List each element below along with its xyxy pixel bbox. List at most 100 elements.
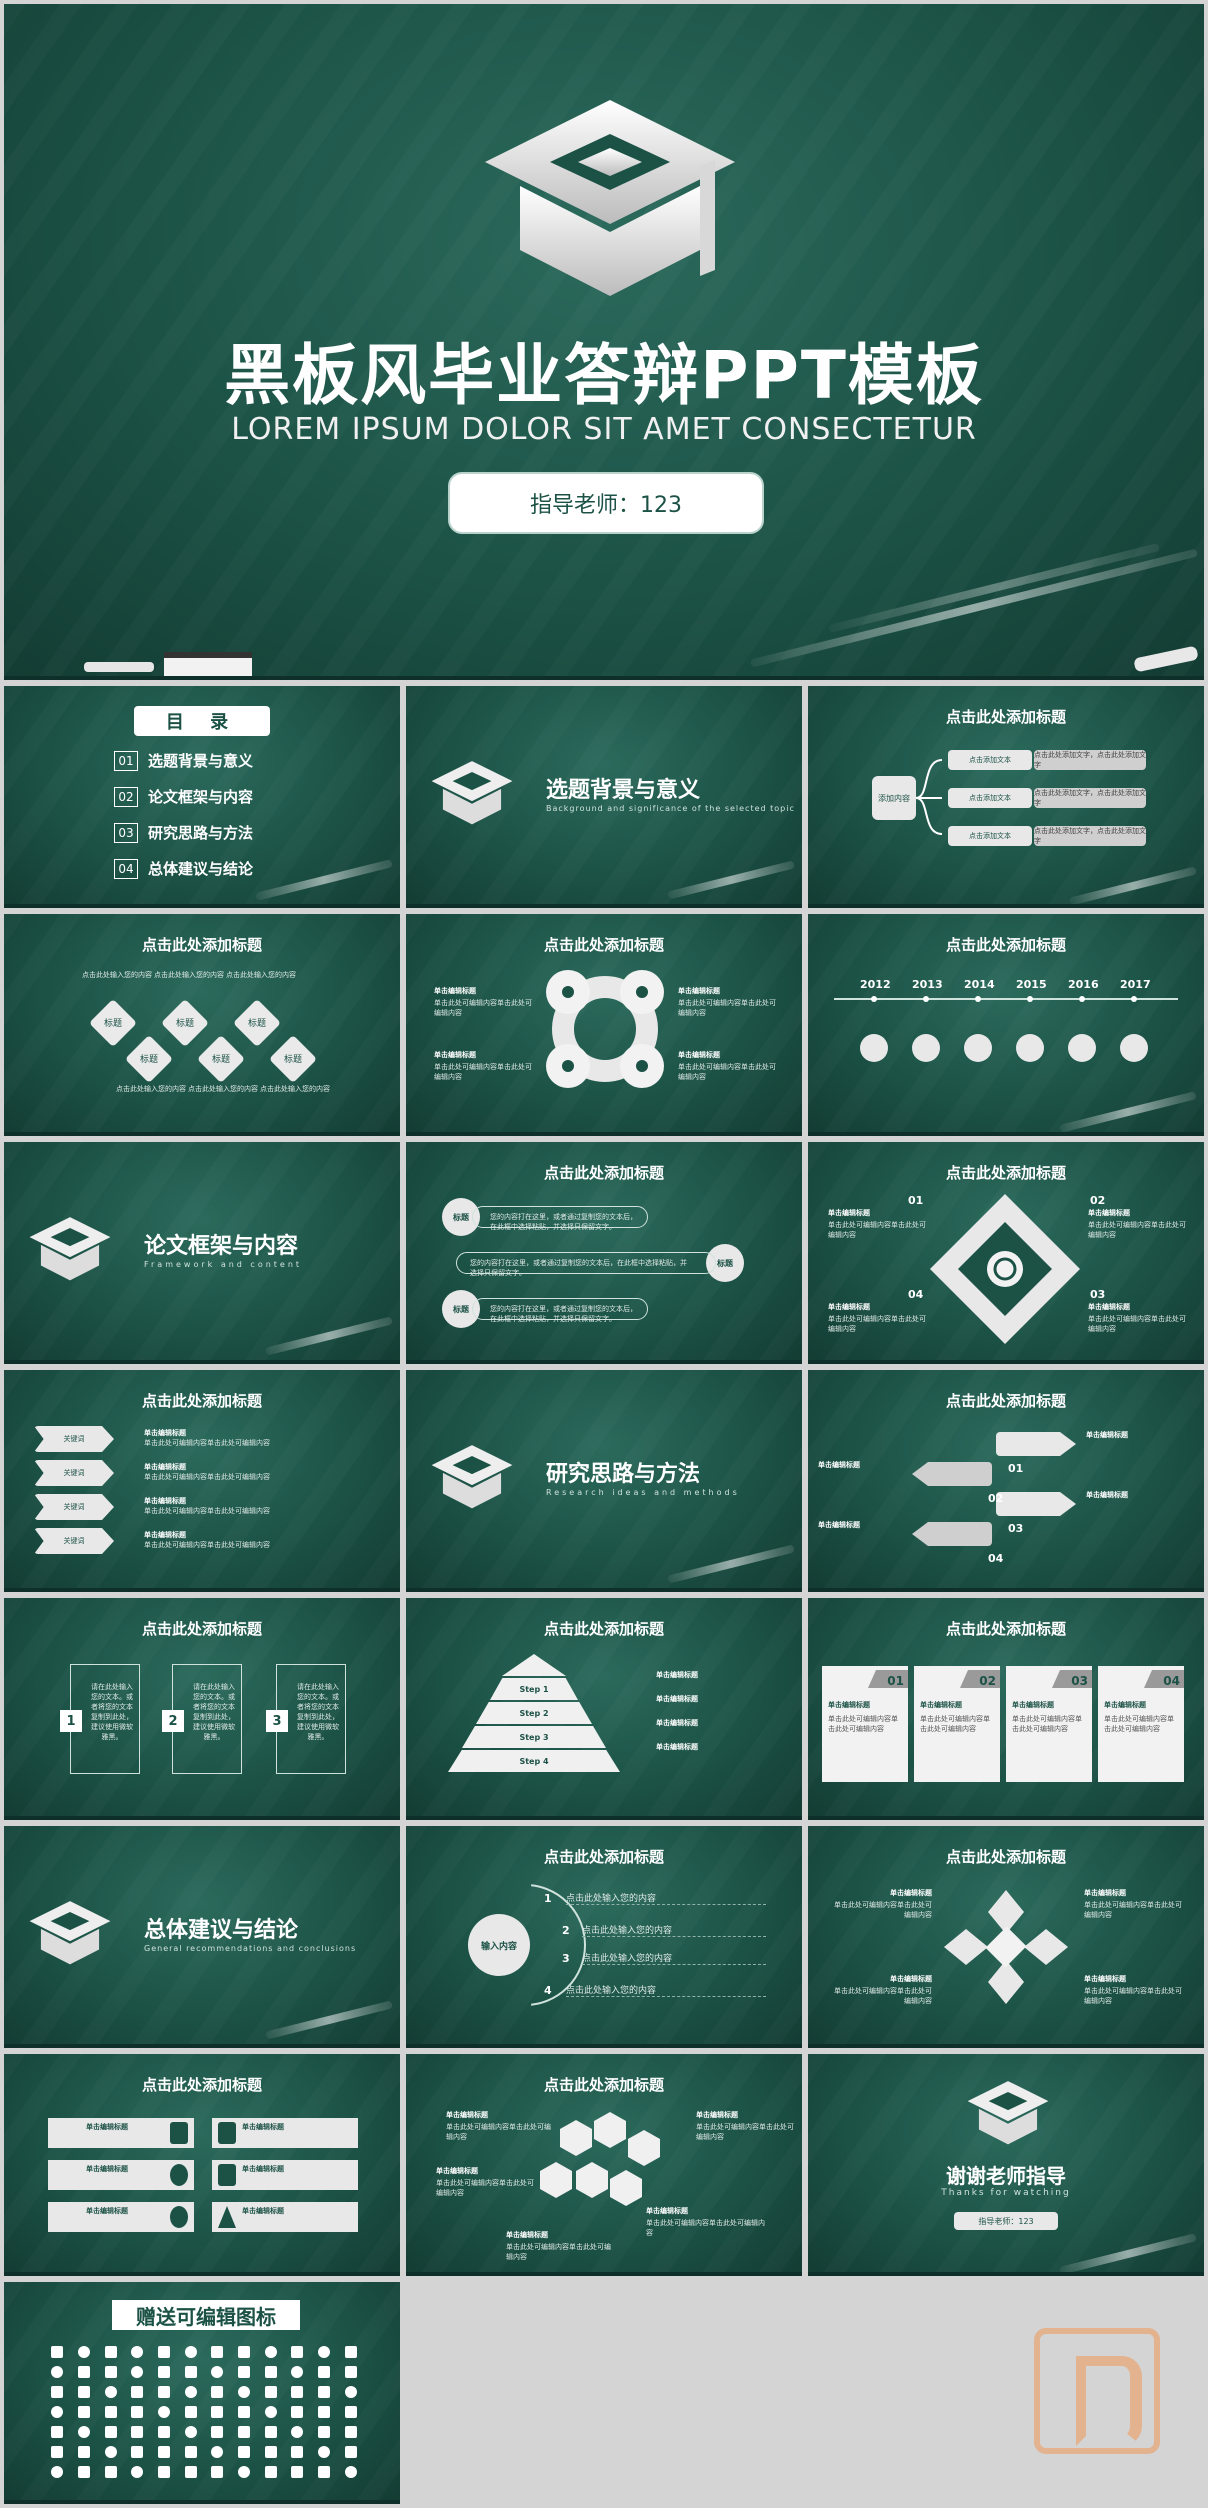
chalk-stroke bbox=[666, 1544, 796, 1584]
slide-title: 点击此处添加标题 bbox=[141, 2076, 262, 2094]
item-label: 点击添加文本 bbox=[948, 788, 1032, 808]
board-ledge bbox=[808, 1132, 1204, 1136]
chalk-stroke bbox=[255, 859, 393, 901]
board-ledge bbox=[4, 1816, 400, 1820]
title-slide[interactable]: 黑板风毕业答辩PPT模板 LOREM IPSUM DOLOR SIT AMET … bbox=[4, 4, 1204, 680]
ring-diagram bbox=[546, 970, 664, 1088]
graduation-cap-icon bbox=[29, 1217, 111, 1281]
slide-icon-gift[interactable]: 赠送可编辑图标 bbox=[4, 2282, 400, 2504]
toc-item[interactable]: 03 研究思路与方法 bbox=[114, 822, 253, 843]
slide-title: 点击此处添加标题 bbox=[141, 936, 262, 954]
chalk-stroke bbox=[1059, 2233, 1197, 2275]
petal-diagram bbox=[944, 1890, 1068, 2004]
slide-title: 点击此处添加标题 bbox=[945, 708, 1066, 726]
timeline-year: 2012 bbox=[860, 978, 891, 991]
content-card: 03 单击编辑标题 单击此处可编辑内容单击此处可编辑内容 bbox=[1006, 1666, 1092, 1782]
home-icon bbox=[170, 2122, 188, 2144]
graduation-cap-icon bbox=[967, 2081, 1049, 2145]
slide-petal-diagram[interactable]: 点击此处添加标题 单击编辑标题 单击此处可编辑内容单击此处可编辑内容 单击编辑标… bbox=[808, 1826, 1204, 2048]
slide-title: 点击此处添加标题 bbox=[543, 1164, 664, 1182]
section-title: 研究思路与方法 bbox=[546, 1462, 701, 1487]
slide-section-1[interactable]: 选题背景与意义 Background and significance of t… bbox=[406, 686, 802, 908]
slide-title: 点击此处添加标题 bbox=[945, 1392, 1066, 1410]
chalk-stroke bbox=[828, 542, 1160, 634]
content-card: 04 单击编辑标题 单击此处可编辑内容单击此处可编辑内容 bbox=[1098, 1666, 1184, 1782]
chalk-stroke bbox=[1068, 866, 1198, 906]
slide-branch-list[interactable]: 点击此处添加标题 添加内容 点击添加文本 点击此处添加文字，点击此处添加文字 点… bbox=[808, 686, 1204, 908]
slide-title: 点击此处添加标题 bbox=[945, 936, 1066, 954]
board-ledge bbox=[406, 1588, 802, 1592]
slide-diamonds[interactable]: 点击此处添加标题 点击此处输入您的内容 点击此处输入您的内容 点击此处输入您的内… bbox=[4, 914, 400, 1136]
toc-item[interactable]: 04 总体建议与结论 bbox=[114, 858, 253, 879]
slide-semicircle-list[interactable]: 点击此处添加标题 输入内容 1 2 3 4 点击此处输入您的内容 点击此处输入您… bbox=[406, 1826, 802, 2048]
board-ledge bbox=[406, 2044, 802, 2048]
section-subtitle: Research ideas and methods bbox=[546, 1488, 740, 1497]
slide-title: 点击此处添加标题 bbox=[141, 1392, 262, 1410]
board-ledge bbox=[406, 1816, 802, 1820]
presentation-title: 黑板风毕业答辩PPT模板 bbox=[224, 337, 984, 414]
item-detail: 点击此处添加文字，点击此处添加文字 bbox=[1034, 750, 1146, 770]
board-ledge bbox=[406, 904, 802, 908]
slide-section-2[interactable]: 论文框架与内容 Framework and content bbox=[4, 1142, 400, 1364]
slide-numbered-arrows[interactable]: 点击此处添加标题 01 02 03 04 单击编辑标题 单击编辑标题 单击编辑标… bbox=[808, 1370, 1204, 1592]
arrow-square-diagram bbox=[930, 1194, 1080, 1344]
toc-item[interactable]: 02 论文框架与内容 bbox=[114, 786, 253, 807]
clock-icon bbox=[170, 2164, 188, 2186]
slide-title: 点击此处添加标题 bbox=[945, 1620, 1066, 1638]
board-ledge bbox=[808, 1588, 1204, 1592]
board-ledge bbox=[406, 1360, 802, 1364]
slide-hexagon-cluster[interactable]: 点击此处添加标题 单击编辑标题 单击此处可编辑内容单击此处可编辑内容 单击编辑标… bbox=[406, 2054, 802, 2276]
section-title: 论文框架与内容 bbox=[144, 1234, 299, 1259]
slide-thanks[interactable]: 谢谢老师指导 Thanks for watching 指导老师：123 bbox=[808, 2054, 1204, 2276]
slide-arrow-square[interactable]: 点击此处添加标题 01 02 03 04 单击编辑标题 单击此处可编辑内容单击此… bbox=[808, 1142, 1204, 1364]
thanks-title: 谢谢老师指导 bbox=[946, 2164, 1066, 2188]
slide-arrow-list[interactable]: 点击此处添加标题 关键词 关键词 关键词 关键词 单击编辑标题 单击此处可编辑内容… bbox=[4, 1370, 400, 1592]
slide-title: 点击此处添加标题 bbox=[543, 936, 664, 954]
slide-four-cards[interactable]: 点击此处添加标题 01 单击编辑标题 单击此处可编辑内容单击此处可编辑内容 02 单击… bbox=[808, 1598, 1204, 1820]
slide-label-list[interactable]: 点击此处添加标题 标题 您的内容打在这里，或者通过复制您的文本后，在此框中选择粘… bbox=[406, 1142, 802, 1364]
board-ledge bbox=[808, 1360, 1204, 1364]
chalk-stroke bbox=[1059, 1091, 1197, 1133]
timeline-year: 2015 bbox=[1016, 978, 1047, 991]
board-ledge bbox=[4, 1132, 400, 1136]
board-ledge bbox=[4, 2044, 400, 2048]
slide-ring-diagram[interactable]: 点击此处添加标题 单击编辑标题 单击此处可编辑内容单击此处可编辑内容 单击编辑标… bbox=[406, 914, 802, 1136]
board-ledge bbox=[406, 1132, 802, 1136]
chalk-piece bbox=[84, 662, 154, 672]
board-ledge bbox=[808, 2272, 1204, 2276]
item-detail: 点击此处添加文字，点击此处添加文字 bbox=[1034, 826, 1146, 846]
content-card: 01 单击编辑标题 单击此处可编辑内容单击此处可编辑内容 bbox=[822, 1666, 908, 1782]
board-ledge bbox=[4, 676, 1204, 680]
slide-pyramid[interactable]: 点击此处添加标题 Step 1 Step 2 Step 3 Step 4 单击编… bbox=[406, 1598, 802, 1820]
advisor-button[interactable]: 指导老师：123 bbox=[448, 472, 764, 534]
board-ledge bbox=[808, 2044, 1204, 2048]
chalk-stroke bbox=[749, 548, 1199, 668]
graduation-cap-icon bbox=[485, 100, 735, 296]
board-ledge bbox=[4, 1588, 400, 1592]
slide-toc[interactable]: 目 录 01 选题背景与意义 02 论文框架与内容 03 研究思路与方法 04 总体建议… bbox=[4, 686, 400, 908]
slide-title: 点击此处添加标题 bbox=[945, 1848, 1066, 1866]
thanks-subtitle: Thanks for watching bbox=[941, 2188, 1071, 2198]
board-ledge bbox=[808, 904, 1204, 908]
slide-timeline[interactable]: 点击此处添加标题 2012 2013 2014 2015 2016 2017 bbox=[808, 914, 1204, 1136]
branch-connector bbox=[915, 759, 943, 835]
board-ledge bbox=[406, 2272, 802, 2276]
toc-item[interactable]: 01 选题背景与意义 bbox=[114, 750, 253, 771]
graduation-cap-icon bbox=[431, 1445, 513, 1509]
item-label: 点击添加文本 bbox=[948, 826, 1032, 846]
slide-three-boxes[interactable]: 点击此处添加标题 1 2 3 请在此处输入您的文本。或者将您的文本复制到此处，建… bbox=[4, 1598, 400, 1820]
item-label: 点击添加文本 bbox=[948, 750, 1032, 770]
timeline-year: 2013 bbox=[912, 978, 943, 991]
chalk-stroke bbox=[264, 1316, 394, 1356]
slide-section-4[interactable]: 总体建议与结论 General recommendations and conc… bbox=[4, 1826, 400, 2048]
slide-title: 点击此处添加标题 bbox=[141, 1620, 262, 1638]
slide-icon-rows[interactable]: 点击此处添加标题 单击编辑标题 单击编辑标题 单击编辑标题 单击编辑标题 单击编… bbox=[4, 2054, 400, 2276]
advisor-button[interactable]: 指导老师：123 bbox=[954, 2212, 1058, 2230]
timeline-year: 2017 bbox=[1120, 978, 1151, 991]
board-ledge bbox=[4, 904, 400, 908]
slide-section-3[interactable]: 研究思路与方法 Research ideas and methods bbox=[406, 1370, 802, 1592]
chalk-stroke bbox=[264, 2000, 394, 2040]
presentation-subtitle: LOREM IPSUM DOLOR SIT AMET CONSECTETUR bbox=[231, 412, 977, 447]
chalk-piece bbox=[1133, 645, 1199, 673]
hexagon-cluster bbox=[540, 2112, 660, 2206]
